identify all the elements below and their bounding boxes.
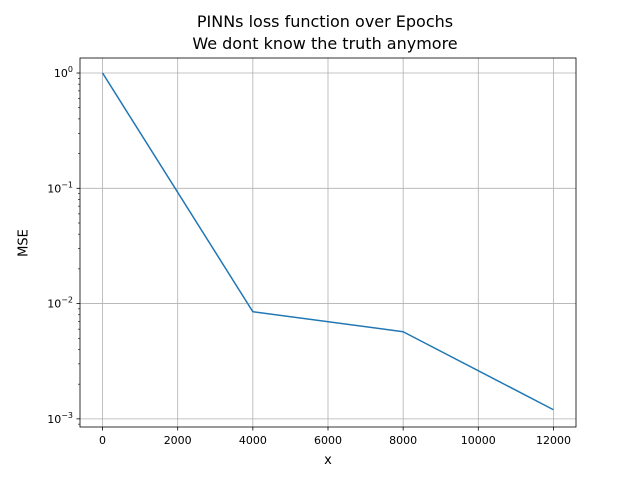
- x-tick-label: 12000: [536, 434, 571, 447]
- x-tick-label: 4000: [239, 434, 267, 447]
- y-tick-label: 10−1: [47, 180, 73, 195]
- grid: [80, 58, 576, 427]
- series-layer: [101, 72, 554, 411]
- series-line: [101, 72, 554, 411]
- chart-title: PINNs loss function over Epochs: [196, 12, 454, 31]
- y-tick-label: 100: [54, 65, 73, 80]
- x-tick-label: 8000: [389, 434, 417, 447]
- chart-subtitle: We dont know the truth anymore: [192, 34, 458, 53]
- y-tick-label: 10−3: [47, 411, 73, 426]
- y-tick-label: 10−2: [47, 296, 73, 311]
- ticks: 0 2000 4000 6000 8000 10000 12000 10−3 10−2 10−1 1…: [47, 65, 571, 447]
- x-tick-label: 10000: [461, 434, 496, 447]
- x-tick-label: 6000: [314, 434, 342, 447]
- y-axis-label: MSE: [16, 229, 32, 257]
- x-tick-label: 2000: [164, 434, 192, 447]
- x-tick-label: 0: [99, 434, 106, 447]
- x-axis-label: x: [324, 453, 332, 468]
